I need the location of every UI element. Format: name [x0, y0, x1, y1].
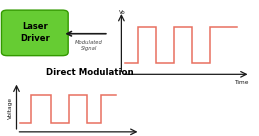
Text: Modulated
Signal: Modulated Signal — [75, 41, 103, 51]
Text: Vo: Vo — [119, 10, 126, 15]
Text: Laser
Driver: Laser Driver — [20, 22, 50, 43]
FancyBboxPatch shape — [2, 10, 68, 56]
Text: Voltage: Voltage — [8, 96, 13, 119]
Text: Time: Time — [234, 80, 248, 85]
Text: Direct Modulation: Direct Modulation — [46, 68, 134, 77]
